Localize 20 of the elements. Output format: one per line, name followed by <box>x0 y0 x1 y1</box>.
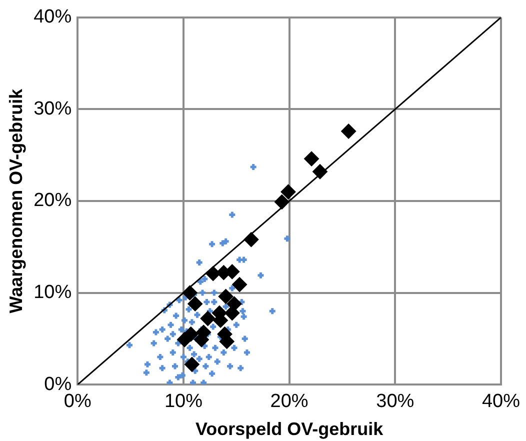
x-tick-label: 20% <box>270 391 308 412</box>
point <box>184 356 200 372</box>
y-tick-label: 20% <box>34 190 72 212</box>
point <box>280 184 296 200</box>
y-tick-label: 30% <box>34 98 72 120</box>
y-tick-label: 40% <box>34 6 72 28</box>
point <box>341 124 356 139</box>
point <box>232 277 248 292</box>
point <box>218 288 234 304</box>
x-tick-label: 10% <box>164 391 203 412</box>
x-tick-label: 30% <box>376 391 414 412</box>
x-tick-label: 40% <box>482 391 520 412</box>
point <box>200 311 216 326</box>
point <box>188 296 203 312</box>
point <box>224 305 240 320</box>
point <box>177 332 192 348</box>
y-tick-label: 10% <box>34 282 72 304</box>
point <box>304 151 320 166</box>
y-axis-title: Waargenomen OV-gebruik <box>6 88 26 314</box>
x-axis-title: Voorspeld OV-gebruik <box>195 419 384 440</box>
